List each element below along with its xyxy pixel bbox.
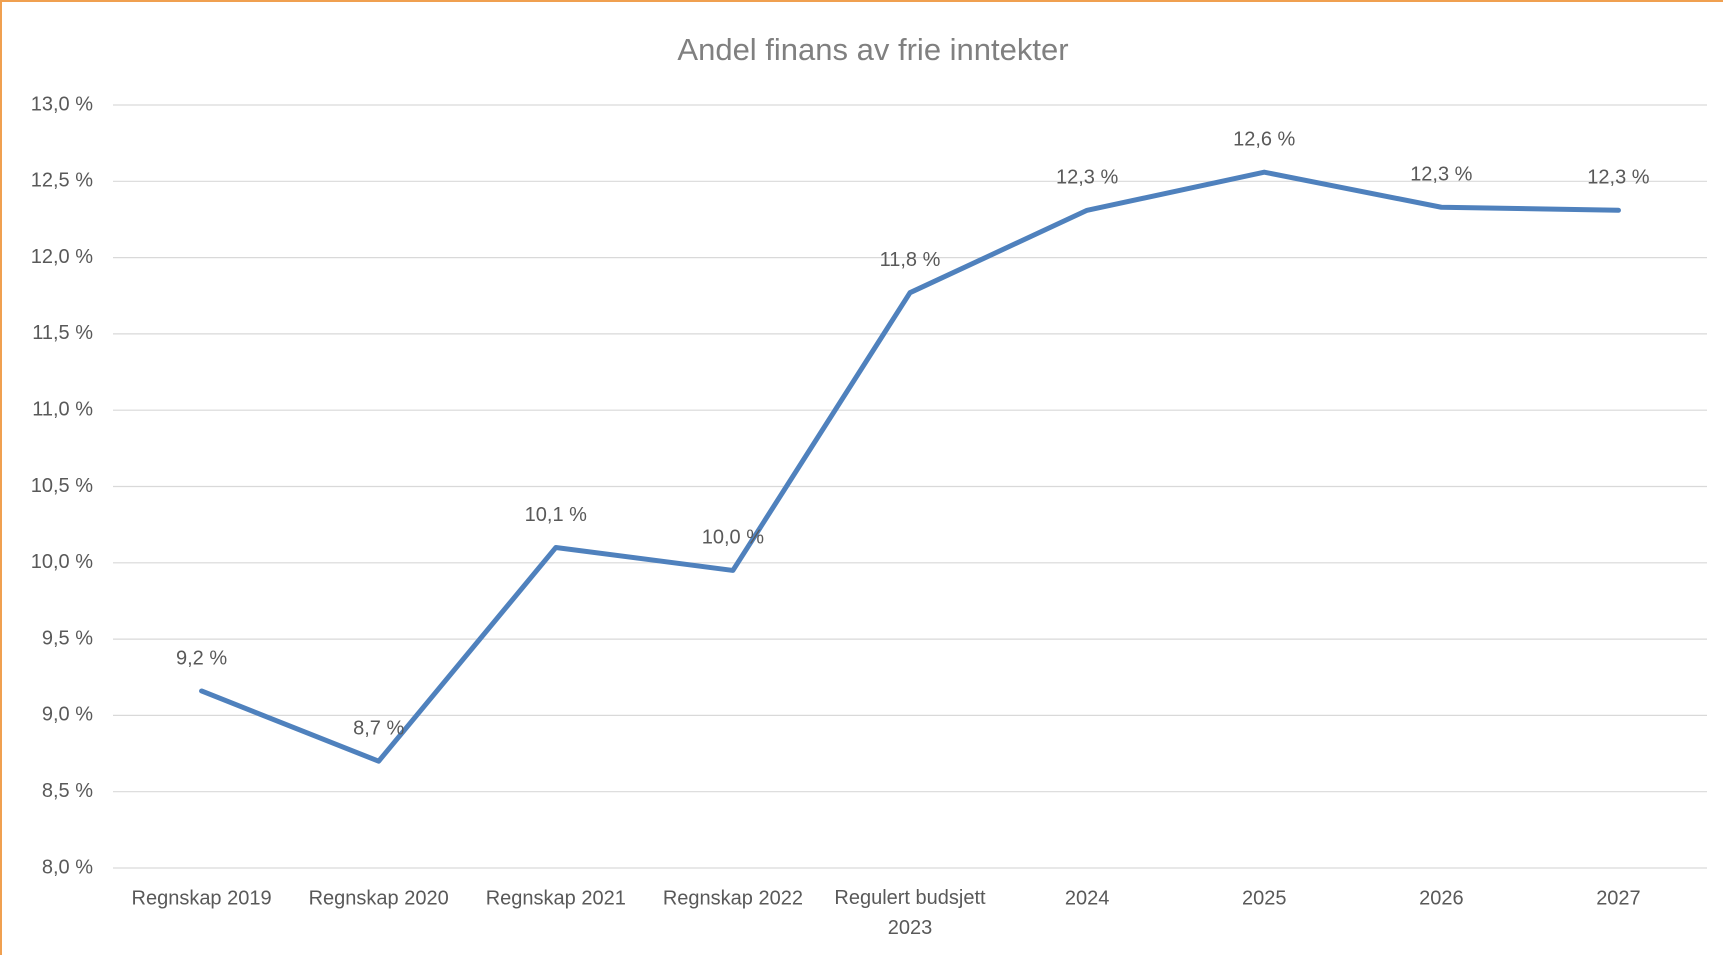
y-tick-label: 12,5 % bbox=[31, 170, 93, 192]
chart-title: Andel finans av frie inntekter bbox=[677, 32, 1068, 67]
x-tick-label: 2027 bbox=[1596, 887, 1641, 909]
data-label: 9,2 % bbox=[176, 647, 227, 669]
y-tick-label: 10,0 % bbox=[31, 551, 93, 573]
data-label: 12,3 % bbox=[1410, 164, 1472, 186]
x-tick-label: 2025 bbox=[1242, 887, 1287, 909]
y-tick-label: 10,5 % bbox=[31, 475, 93, 497]
x-tick-label: 2024 bbox=[1065, 887, 1110, 909]
y-tick-label: 11,0 % bbox=[32, 398, 93, 420]
x-tick-label: Regulert budsjett 2023 bbox=[834, 887, 986, 939]
data-label: 12,6 % bbox=[1233, 128, 1295, 150]
x-tick-label: Regnskap 2019 bbox=[132, 887, 272, 909]
y-tick-label: 12,0 % bbox=[31, 246, 93, 268]
y-tick-label: 8,5 % bbox=[42, 780, 93, 802]
y-tick-label: 11,5 % bbox=[32, 322, 93, 344]
x-tick-label: Regnskap 2022 bbox=[663, 887, 803, 909]
data-label: 8,7 % bbox=[353, 717, 404, 739]
x-tick-label: Regnskap 2020 bbox=[309, 887, 449, 909]
x-tick-label: 2026 bbox=[1419, 887, 1464, 909]
y-tick-label: 8,0 % bbox=[42, 856, 93, 878]
y-tick-label: 9,5 % bbox=[42, 627, 93, 649]
line bbox=[199, 169, 1621, 764]
y-tick-label: 9,0 % bbox=[42, 704, 93, 726]
data-label: 12,3 % bbox=[1056, 167, 1118, 189]
data-label: 11,8 % bbox=[880, 249, 941, 271]
y-tick-label: 13,0 % bbox=[31, 93, 93, 115]
x-tick-label: Regnskap 2021 bbox=[486, 887, 626, 909]
data-label: 12,3 % bbox=[1587, 167, 1649, 189]
data-label: 10,1 % bbox=[525, 504, 587, 526]
data-label: 10,0 % bbox=[702, 527, 764, 549]
